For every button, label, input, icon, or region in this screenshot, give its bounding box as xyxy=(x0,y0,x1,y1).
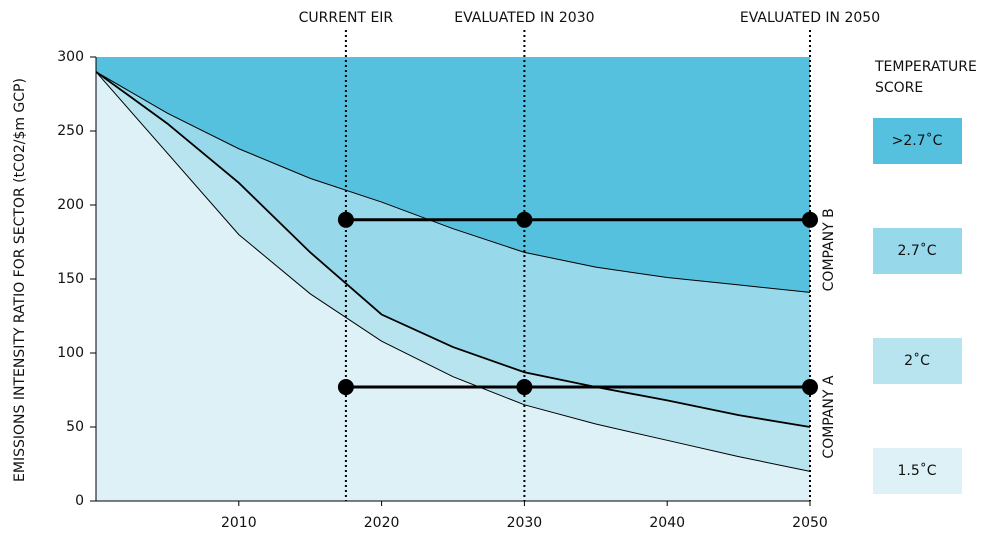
y-tick-label: 0 xyxy=(75,493,84,509)
legend-swatch xyxy=(873,338,962,384)
x-tick-label: 2040 xyxy=(649,515,685,531)
company-point xyxy=(516,379,533,396)
x-tick-label: 2020 xyxy=(364,515,400,531)
area-zone xyxy=(96,71,810,472)
company-label: COMPANY A xyxy=(821,375,837,458)
boundary-line xyxy=(95,71,811,293)
legend-swatch xyxy=(873,228,962,274)
legend-swatch xyxy=(873,118,962,164)
y-tick-label: 200 xyxy=(57,197,84,213)
y-tick-label: 150 xyxy=(57,271,84,287)
y-tick-label: 50 xyxy=(66,419,84,435)
x-tick-label: 2030 xyxy=(507,515,543,531)
marker-label: CURRENT EIR xyxy=(299,10,394,26)
y-tick-label: 250 xyxy=(57,123,84,139)
company-point xyxy=(337,211,354,228)
area-zone xyxy=(96,71,810,502)
company-label: COMPANY B xyxy=(821,208,837,291)
x-tick-label: 2010 xyxy=(221,515,257,531)
legend-label: 2.7˚C xyxy=(897,242,936,259)
company-point xyxy=(802,379,818,396)
legend-label: 1.5˚C xyxy=(897,462,936,479)
legend-label: >2.7˚C xyxy=(892,132,943,149)
legend-label: 2˚C xyxy=(904,352,930,369)
legend-title: TEMPERATURE SCORE xyxy=(874,59,977,96)
marker-label: EVALUATED IN 2030 xyxy=(454,10,594,26)
company-point xyxy=(802,211,818,228)
area-zone xyxy=(96,57,810,293)
marker-label: EVALUATED IN 2050 xyxy=(740,10,880,26)
y-tick-label: 300 xyxy=(57,49,84,65)
boundary-line xyxy=(95,71,811,472)
area-zone xyxy=(96,71,810,428)
y-tick-label: 100 xyxy=(57,345,84,361)
boundary-line xyxy=(95,71,811,428)
x-tick-label: 2050 xyxy=(792,515,828,531)
y-axis-label: EMISSIONS INTENSITY RATIO FOR SECTOR (tC… xyxy=(12,78,28,482)
legend-swatch xyxy=(873,448,962,494)
company-point xyxy=(516,211,533,228)
company-point xyxy=(337,379,354,396)
